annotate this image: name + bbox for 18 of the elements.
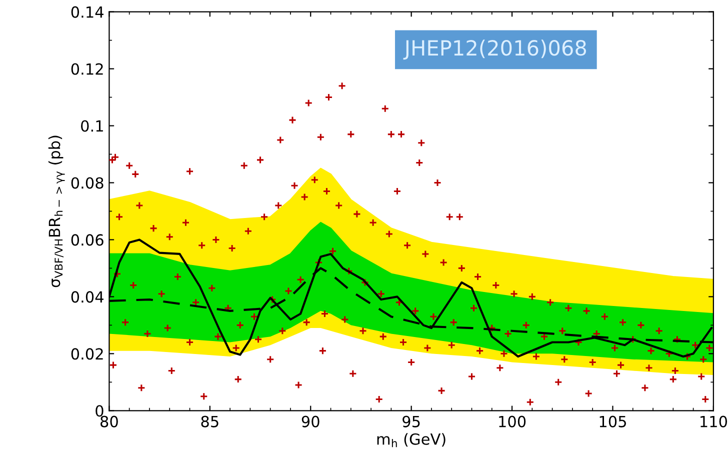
- y-axis-title: σ$_{VBF/VH}$BR$_{h−>γγ}$ (pb): [48, 136, 65, 288]
- x-tick-label: 105: [600, 416, 626, 428]
- x-axis-title: m$_{h}$ (GeV): [377, 433, 446, 448]
- x-tick-label: 85: [201, 416, 218, 428]
- x-tick-label: 90: [302, 416, 320, 428]
- annotation: JHEP12(2016)068: [403, 40, 586, 60]
- y-tick-label: 0: [96, 405, 104, 417]
- x-tick-label: 95: [402, 416, 420, 428]
- y-tick-label: 0.12: [71, 63, 103, 75]
- x-tick-label: 110: [700, 416, 728, 428]
- x-tick-label: 80: [100, 416, 118, 428]
- y-tick-label: 0.04: [71, 291, 104, 303]
- y-tick-label: 0.08: [71, 177, 104, 189]
- x-tick-label: 100: [499, 416, 526, 428]
- y-tick-label: 0.14: [71, 6, 104, 18]
- y-tick-label: 0.06: [71, 234, 104, 246]
- y-tick-label: 0.1: [81, 120, 103, 132]
- y-tick-label: 0.02: [71, 348, 103, 360]
